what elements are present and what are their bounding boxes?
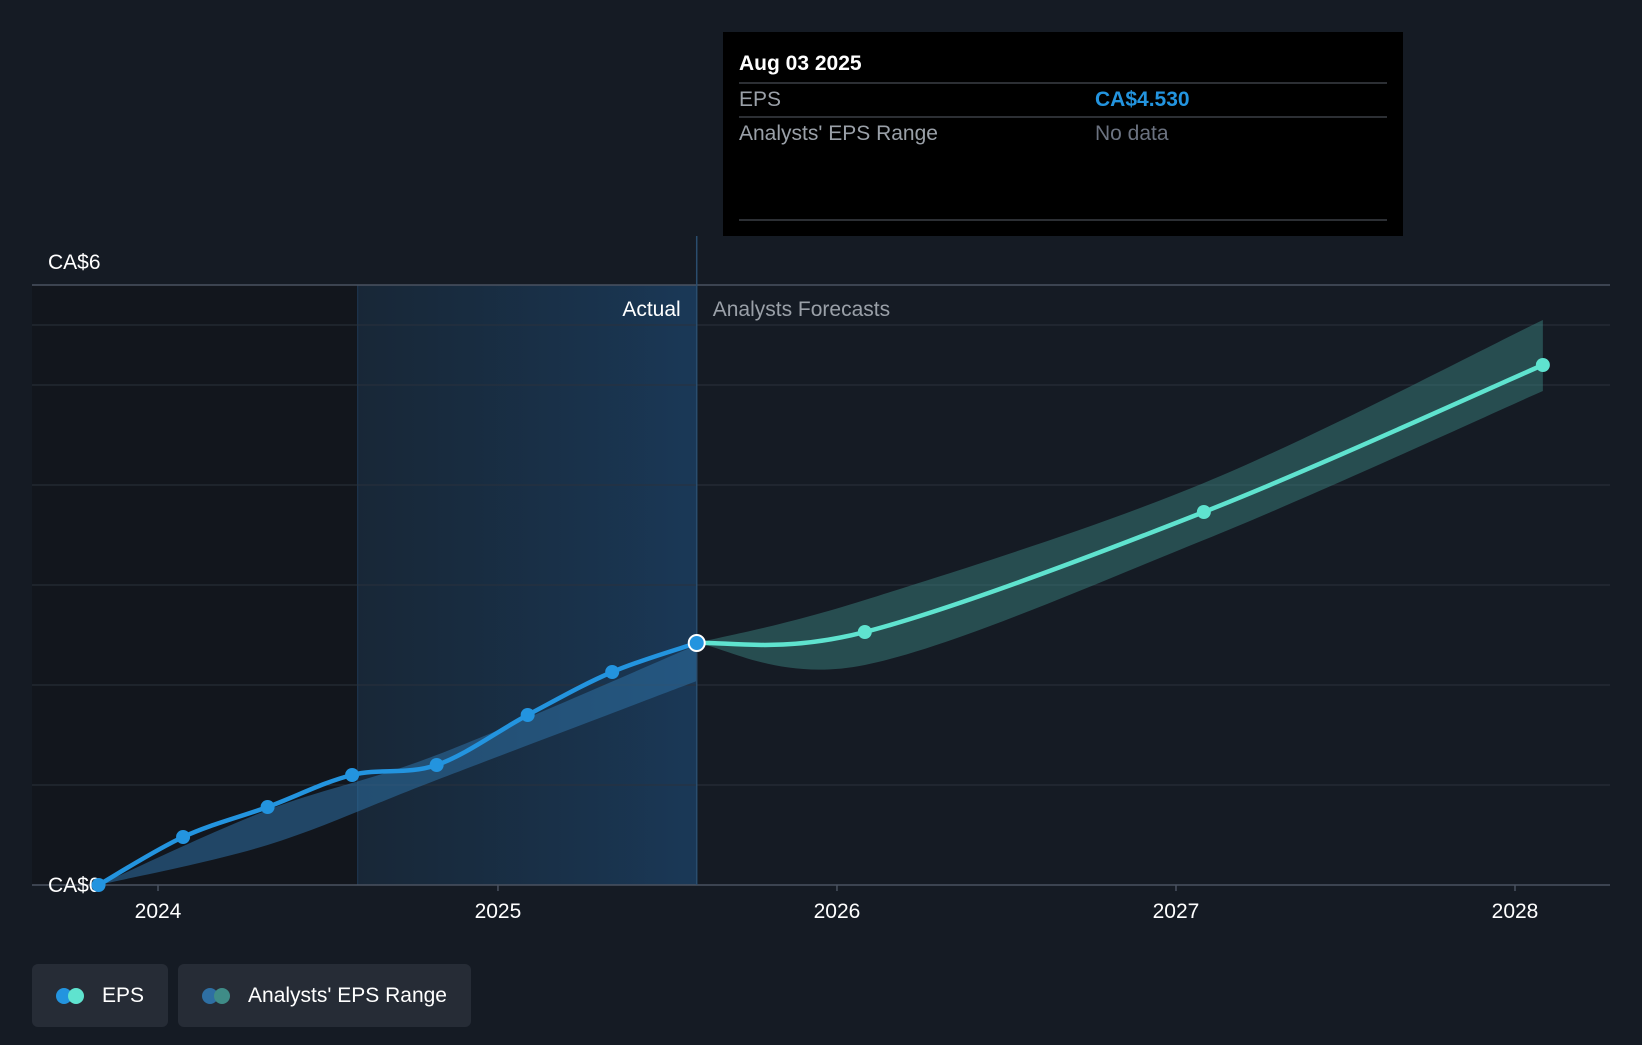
eps-point [520, 708, 535, 722]
range-forecast-dot [214, 987, 231, 1004]
eps-point [429, 758, 444, 772]
forecast-region-label: Analysts Forecasts [713, 298, 890, 321]
legend: EPS Analysts' EPS Range [32, 964, 471, 1027]
x-tick-label: 2027 [1153, 900, 1200, 923]
legend-item-eps-range[interactable]: Analysts' EPS Range [178, 964, 471, 1027]
eps-point [176, 830, 191, 844]
eps-point [345, 768, 360, 782]
y-tick-label: CA$6 [48, 251, 101, 274]
tooltip-row-value: No data [1095, 122, 1169, 145]
tooltip-row-value: CA$4.530 [1095, 88, 1190, 111]
x-tick-label: 2025 [475, 900, 522, 923]
x-tick-label: 2024 [135, 900, 182, 923]
eps-range-band-forecast [696, 320, 1543, 670]
eps-line-forecast [694, 362, 1546, 648]
eps-point-highlighted [687, 634, 706, 652]
y-tick-label: CA$0 [48, 874, 101, 897]
legend-label-eps-range: Analysts' EPS Range [248, 983, 447, 1007]
eps-point [1196, 505, 1211, 519]
tooltip-bg [723, 32, 1403, 236]
range-swatch-icon [202, 987, 232, 1004]
tooltip-row-label: EPS [739, 88, 781, 111]
actual-region-label: Actual [622, 298, 680, 321]
x-tick-label: 2026 [814, 900, 861, 923]
eps-forecast-dot [68, 987, 84, 1004]
x-tick-label: 2028 [1492, 900, 1539, 923]
tooltip-row-label: Analysts' EPS Range [739, 122, 938, 145]
tooltip: Aug 03 2025 EPS CA$4.530 Analysts' EPS Rang… [723, 32, 1403, 236]
eps-point [1535, 358, 1550, 372]
eps-point [91, 878, 106, 892]
eps-range-band-actual [98, 645, 697, 885]
eps-point [857, 625, 872, 639]
eps-line-actual [96, 640, 699, 888]
eps-swatch-icon [56, 987, 86, 1004]
legend-item-eps[interactable]: EPS [32, 964, 169, 1027]
tooltip-date: Aug 03 2025 [739, 52, 862, 75]
legend-label-eps: EPS [102, 983, 145, 1007]
eps-point [605, 665, 620, 679]
eps-point [260, 800, 275, 814]
